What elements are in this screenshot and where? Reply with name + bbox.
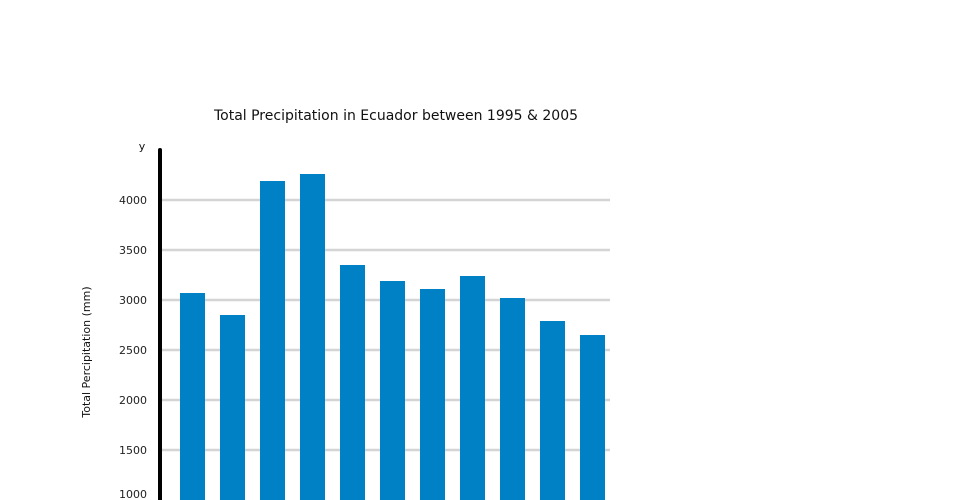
- y-tick-label: 4000: [119, 194, 147, 207]
- bars: [180, 174, 605, 500]
- y-axis-title: Total Percipitation (mm): [80, 286, 93, 418]
- y-tick-labels: 1000 1500 2000 2500 3000 3500 4000: [119, 194, 147, 500]
- y-tick-label: 3500: [119, 244, 147, 257]
- y-tick-label: 2500: [119, 344, 147, 357]
- bar-2001: [420, 289, 445, 500]
- y-tick-label: 1000: [119, 488, 147, 500]
- bar-1996: [220, 315, 245, 500]
- bar-1997: [260, 181, 285, 500]
- chart-title: Total Precipitation in Ecuador between 1…: [213, 108, 578, 124]
- y-tick-label: 1500: [119, 444, 147, 457]
- y-axis-top-label: y: [139, 140, 146, 153]
- y-tick-label: 3000: [119, 294, 147, 307]
- bar-1995: [180, 293, 205, 500]
- y-tick-label: 2000: [119, 394, 147, 407]
- bar-2005: [580, 335, 605, 500]
- bar-2003: [500, 298, 525, 500]
- bar-1999: [340, 265, 365, 500]
- bar-2002: [460, 276, 485, 500]
- bar-2000: [380, 281, 405, 500]
- bar-2004: [540, 321, 565, 500]
- bar-1998: [300, 174, 325, 500]
